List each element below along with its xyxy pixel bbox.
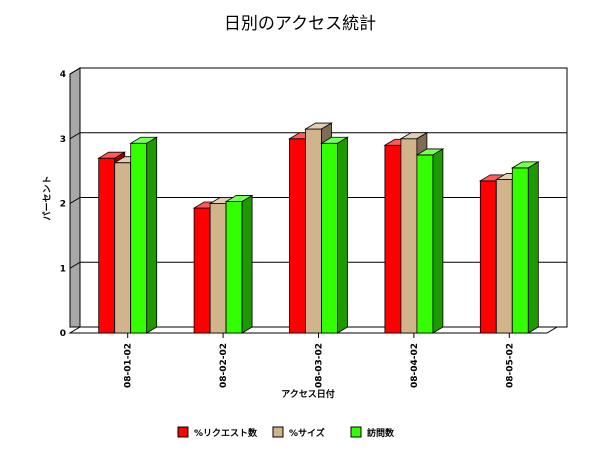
legend-swatch <box>177 426 189 438</box>
bar-2-2 <box>320 136 349 334</box>
plot-area: 0 1 2 3 4 08-01-02 08-02-02 08-03-02 08-04-02 08-… <box>60 67 568 388</box>
x-tick-label: 08-05-02 <box>505 343 515 388</box>
y-tick-label: 1 <box>60 264 66 274</box>
bar-side <box>527 161 539 334</box>
bar-front <box>416 154 434 334</box>
y-axis-label: パーセント <box>41 175 53 220</box>
y-tick-label: 4 <box>60 70 66 80</box>
y-tick-label: 3 <box>60 135 66 145</box>
bar-1-2 <box>224 194 254 334</box>
bar-front <box>479 180 497 334</box>
legend-label: %サイズ <box>289 427 325 439</box>
bar-front <box>193 207 211 334</box>
bar-front <box>495 179 513 334</box>
legend-item: 訪問数 <box>350 426 395 439</box>
bar-3-2 <box>415 148 445 334</box>
x-tick-label: 08-03-02 <box>315 343 325 388</box>
legend-item: %サイズ <box>272 426 325 439</box>
x-axis-label: アクセス日付 <box>281 388 335 400</box>
bar-4-2 <box>510 161 540 334</box>
x-tick-label: 08-01-02 <box>124 343 134 388</box>
bar-front <box>321 142 338 334</box>
x-tick-label: 08-02-02 <box>219 343 229 388</box>
y-tick-label: 0 <box>60 329 66 339</box>
bar-front <box>225 201 243 334</box>
y-tick-label: 2 <box>60 200 66 210</box>
chart-title: 日別のアクセス統計 <box>224 14 376 34</box>
legend: %リクエスト数 %サイズ 訪問数 <box>177 426 395 439</box>
bar-side <box>432 148 444 334</box>
bar-side <box>241 194 253 334</box>
legend-item: %リクエスト数 <box>177 426 258 439</box>
bar-front <box>98 157 116 334</box>
gridline-depth <box>69 132 81 140</box>
bar-front <box>130 142 148 334</box>
legend-label: 訪問数 <box>367 427 395 439</box>
bar-front <box>400 138 418 334</box>
bar-front <box>305 128 322 334</box>
left-wall <box>69 67 81 328</box>
bar-side <box>337 136 348 334</box>
gridline-depth <box>69 67 81 75</box>
bar-front <box>209 203 227 334</box>
gridline-depth <box>69 197 81 204</box>
bar-side <box>146 136 158 334</box>
bar-0-2 <box>129 136 159 334</box>
gridline-depth <box>69 261 81 269</box>
bar-front <box>114 162 132 334</box>
legend-label: %リクエスト数 <box>194 427 258 439</box>
bar-front <box>289 138 306 334</box>
bar-front <box>511 167 529 334</box>
x-tick-label: 08-04-02 <box>410 343 420 388</box>
legend-swatch <box>272 426 284 438</box>
legend-swatch <box>350 426 362 438</box>
bar-front <box>384 144 402 334</box>
